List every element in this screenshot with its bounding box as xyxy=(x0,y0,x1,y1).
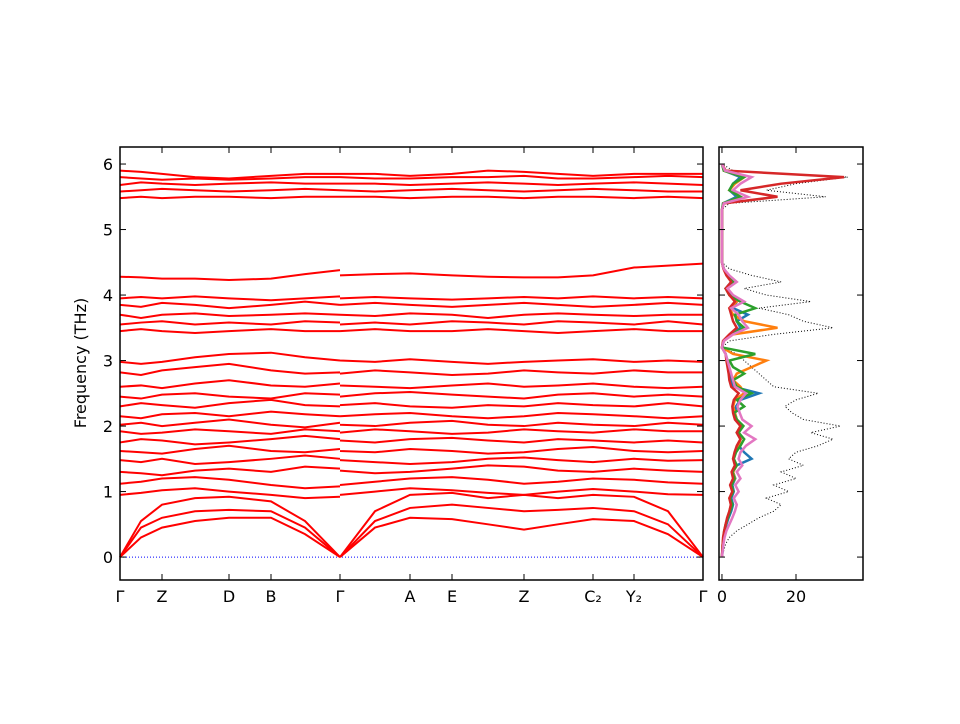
x-tick-label: Z xyxy=(519,587,530,606)
x-tick-label: 20 xyxy=(786,587,806,606)
band-line xyxy=(119,410,704,420)
dos-line xyxy=(720,163,845,558)
band-line xyxy=(119,320,704,326)
band-line xyxy=(119,195,704,200)
x-tick-label: E xyxy=(447,587,457,606)
band-line xyxy=(119,487,704,500)
dos-line xyxy=(721,163,848,558)
y-tick-label: 1 xyxy=(103,483,113,502)
y-tick-label: 6 xyxy=(103,155,113,174)
band-line xyxy=(119,503,704,558)
x-tick-label: D xyxy=(223,587,235,606)
y-tick-label: 5 xyxy=(103,221,113,240)
band-line xyxy=(119,328,703,335)
x-tick-label: 0 xyxy=(717,587,727,606)
band-line xyxy=(119,379,704,390)
band-line xyxy=(119,398,704,409)
band-line xyxy=(119,418,704,429)
x-tick-label: A xyxy=(405,587,416,606)
band-line xyxy=(119,454,704,466)
band-line xyxy=(119,295,704,302)
band-line xyxy=(119,351,704,365)
x-tick-label: Γ xyxy=(699,587,708,606)
x-tick-label: Z xyxy=(157,587,168,606)
y-tick-label: 3 xyxy=(103,352,113,371)
axes-frame xyxy=(718,146,864,581)
dos-line xyxy=(720,163,758,558)
band-line xyxy=(119,300,704,310)
x-tick-label: B xyxy=(266,587,277,606)
band-line xyxy=(119,434,704,446)
band-line xyxy=(119,187,703,193)
band-line xyxy=(119,428,703,435)
y-axis-label: Frequency (THz) xyxy=(71,298,90,428)
band-line xyxy=(119,174,704,181)
band-line xyxy=(119,491,704,558)
band-line xyxy=(119,262,704,281)
y-tick-label: 4 xyxy=(103,286,113,305)
x-tick-label: Γ xyxy=(116,587,125,606)
band-line xyxy=(119,476,704,490)
y-tick-label: 0 xyxy=(103,548,113,567)
band-line xyxy=(119,362,703,376)
band-line xyxy=(119,312,703,319)
band-line xyxy=(119,464,704,477)
band-line xyxy=(119,444,704,455)
x-tick-label: Y₂ xyxy=(625,587,642,606)
x-tick-label: Γ xyxy=(336,587,345,606)
band-line xyxy=(119,390,704,400)
y-tick-label: 2 xyxy=(103,417,113,436)
band-line xyxy=(119,181,704,186)
x-tick-label: C₂ xyxy=(584,587,602,606)
band-line xyxy=(119,169,703,180)
band-line xyxy=(119,516,704,558)
axes-frame xyxy=(119,146,704,581)
